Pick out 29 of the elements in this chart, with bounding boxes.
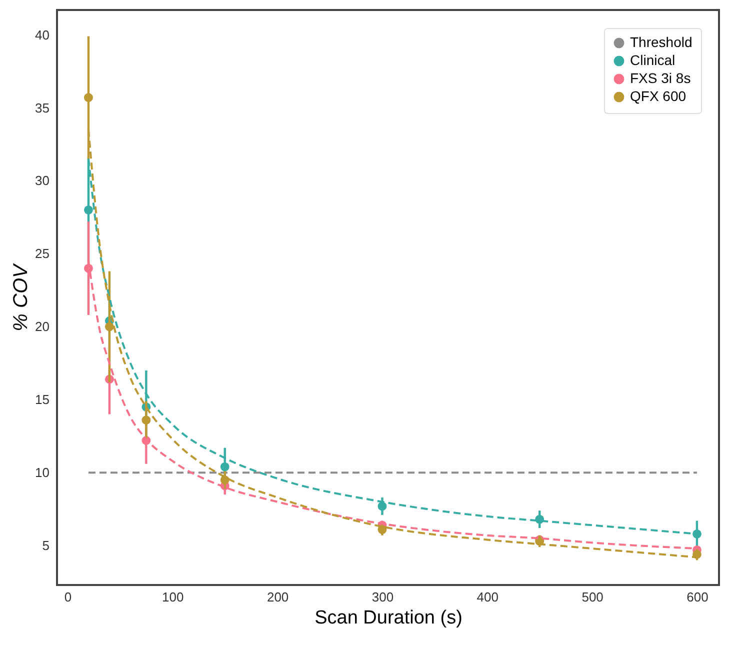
x-tick-label: 600: [686, 590, 708, 604]
point: [104, 322, 114, 332]
x-tick-label: 100: [162, 590, 184, 604]
legend-label: QFX 600: [630, 88, 686, 104]
point: [692, 529, 702, 538]
y-tick-label: 20: [35, 319, 50, 334]
x-tick-label: 400: [476, 590, 498, 604]
x-tick-label: 0: [64, 590, 72, 604]
x-axis-title: Scan Duration (s): [314, 608, 462, 628]
y-tick-label: 25: [35, 246, 50, 262]
y-tick-label: 30: [35, 173, 50, 188]
y-tick-label: 35: [35, 100, 50, 116]
legend-label: Threshold: [630, 34, 692, 50]
y-tick-label: 5: [42, 538, 50, 554]
y-tick-label: 10: [35, 465, 50, 480]
legend-label: Clinical: [630, 52, 676, 68]
legend-label: FXS 3i 8s: [630, 70, 691, 86]
point: [378, 502, 387, 511]
point: [142, 416, 151, 425]
y-tick-label: 40: [35, 27, 50, 42]
point: [84, 93, 93, 102]
point: [220, 475, 230, 484]
x-tick-label: 200: [266, 590, 289, 604]
y-tick-label: 15: [35, 392, 50, 408]
x-tick-label: 500: [582, 590, 604, 604]
x-tick-label: 300: [372, 590, 394, 604]
y-axis-title: % COV: [10, 263, 32, 332]
point: [84, 205, 93, 214]
point: [220, 462, 230, 472]
